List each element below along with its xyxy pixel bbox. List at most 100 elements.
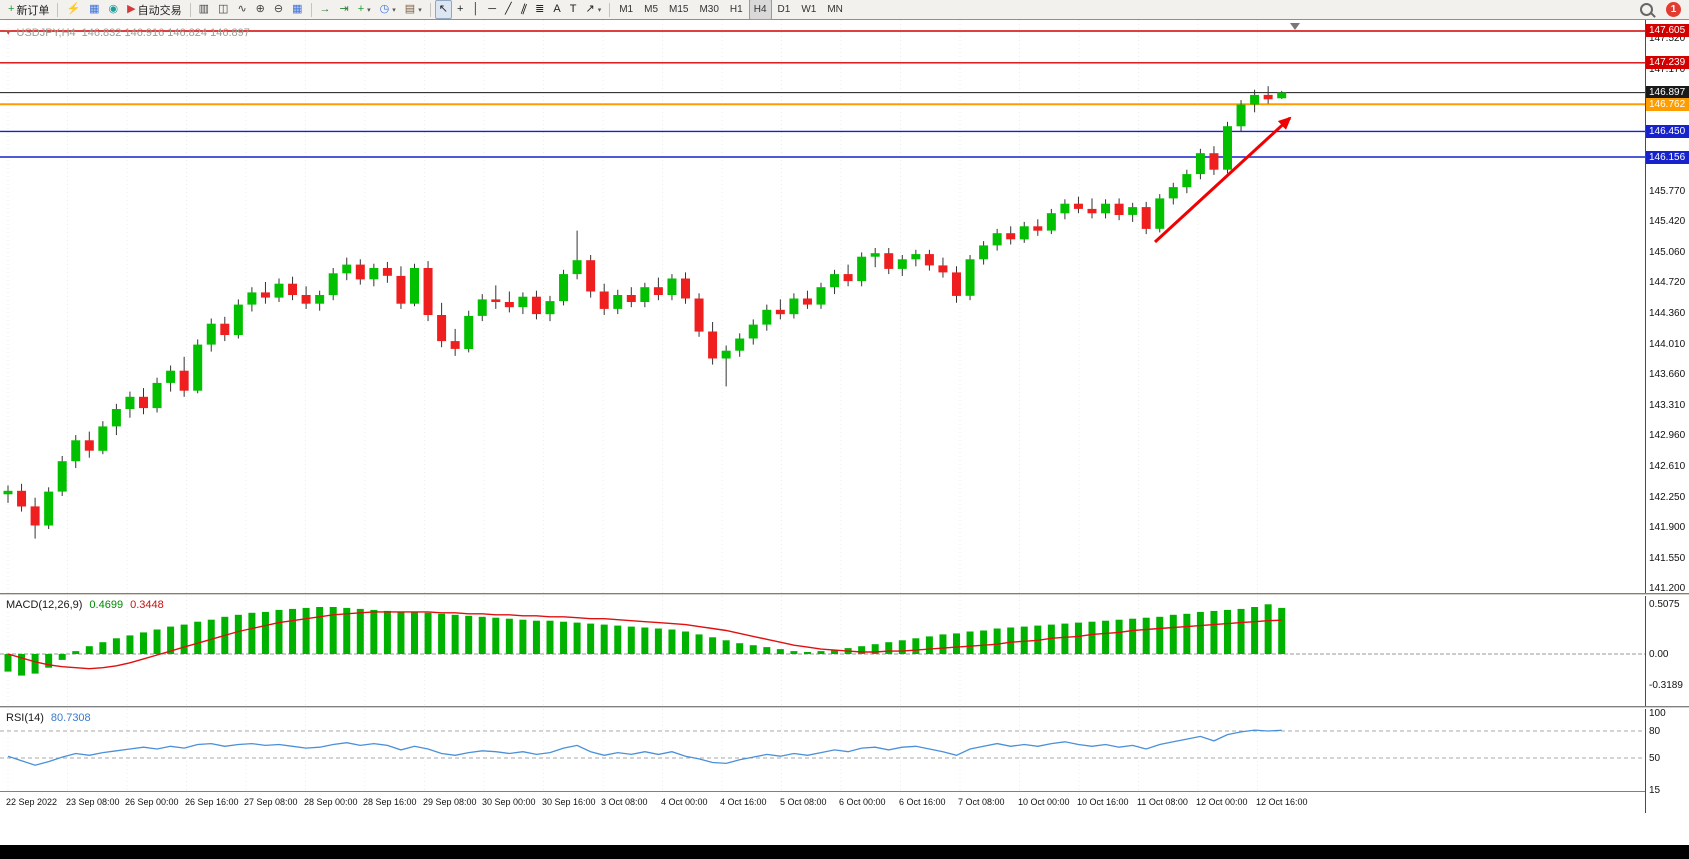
timeframe-h4-button[interactable]: H4 (748, 0, 772, 20)
price-chart[interactable]: ▾ USDJPY,H4 146.832 146.916 146.824 146.… (0, 20, 1645, 593)
time-tick-label: 10 Oct 00:00 (1018, 797, 1070, 807)
periods-button[interactable]: ◷ ▾ (376, 0, 400, 19)
autotrading-label: 自动交易 (137, 4, 182, 17)
data-window-button[interactable]: ▦ (85, 0, 103, 19)
zoom-in-button[interactable]: ⊕ (252, 0, 269, 19)
equidistant-channel-button[interactable]: ∥ (517, 0, 531, 19)
cursor-button[interactable]: ↖ (434, 0, 452, 19)
timeframe-d1-button[interactable]: D1 (777, 4, 791, 15)
symbol-period: USDJPY,H4 (16, 27, 76, 39)
macd-label: MACD(12,26,9) 0.4699 0.3448 (6, 599, 164, 611)
navigator-button[interactable]: ◉ (105, 0, 123, 19)
indicators-button[interactable]: + ▾ (354, 0, 375, 19)
new-order-button[interactable]: + 新订单 (4, 0, 53, 19)
indicators-dropdown-caret[interactable]: ▾ (367, 6, 371, 14)
trendline-icon: ╱ (505, 3, 512, 15)
toolbar-separator (429, 2, 431, 17)
timeframe-m15-button[interactable]: M15 (669, 4, 689, 15)
time-tick-label: 5 Oct 08:00 (780, 797, 827, 807)
time-tick-label: 10 Oct 16:00 (1077, 797, 1129, 807)
rsi-plot (0, 709, 1645, 791)
candlestick-chart-button[interactable]: ◫ (214, 0, 232, 19)
line-chart-button[interactable]: ∿ (233, 0, 250, 19)
vertical-line-button[interactable]: │ (468, 0, 483, 19)
new-order-icon: + (8, 3, 15, 15)
price-tick: 142.610 (1649, 461, 1686, 472)
text-icon: A (553, 3, 561, 15)
fibonacci-icon: ≣ (535, 3, 545, 15)
timeframe-mn-button[interactable]: MN (827, 4, 843, 15)
macd-scale-tick: 0.5075 (1649, 599, 1680, 610)
time-tick-label: 4 Oct 00:00 (661, 797, 708, 807)
templates-icon: ▤ (404, 3, 416, 15)
zoom-out-button[interactable]: ⊖ (270, 0, 287, 19)
price-tick: 144.720 (1649, 277, 1686, 288)
arrows-dropdown-caret[interactable]: ▾ (597, 6, 602, 14)
text-label-icon: T (569, 3, 577, 15)
vertical-line-icon: │ (472, 3, 480, 15)
time-tick-label: 30 Sep 16:00 (542, 797, 596, 807)
bar-chart-icon: ▥ (198, 3, 210, 15)
indicators-icon: + (357, 3, 365, 15)
profiles-icon: ⚡ (66, 3, 81, 15)
macd-signal-value: 0.3448 (130, 599, 164, 611)
panel-separator[interactable] (0, 593, 1689, 596)
zoom-in-icon: ⊕ (255, 3, 265, 15)
rsi-panel[interactable]: RSI(14) 80.7308 (0, 709, 1645, 791)
price-tick: 142.960 (1649, 430, 1686, 441)
crosshair-button[interactable]: + (453, 0, 467, 19)
horizontal-line-button[interactable]: ─ (484, 0, 500, 19)
macd-plot (0, 596, 1645, 706)
text-button[interactable]: A (549, 0, 564, 19)
price-tick: 142.250 (1649, 492, 1686, 503)
arrows-button[interactable]: ↗ ▾ (581, 0, 605, 19)
notification-badge[interactable]: 1 (1666, 2, 1681, 17)
auto-scroll-button[interactable]: → (316, 0, 335, 19)
timeframe-w1-button[interactable]: W1 (801, 4, 817, 15)
panel-separator[interactable] (0, 706, 1689, 709)
chart-shift-icon: ⇥ (339, 3, 349, 15)
bottom-bar (0, 845, 1689, 859)
arrows-icon: ↗ (585, 3, 595, 15)
timeframe-h1-button[interactable]: H1 (729, 4, 743, 15)
toolbar-separator (310, 2, 312, 17)
autotrading-icon: ▶ (127, 3, 136, 15)
bar-chart-button[interactable]: ▥ (195, 0, 213, 19)
level-price-box: 146.156 (1646, 151, 1689, 164)
time-tick-label: 26 Sep 00:00 (125, 797, 179, 807)
toolbar-separator (609, 2, 611, 17)
macd-panel[interactable]: MACD(12,26,9) 0.4699 0.3448 (0, 596, 1645, 706)
tile-windows-button[interactable]: ▦ (288, 0, 306, 19)
timeframe-m1-button[interactable]: M1 (619, 4, 634, 15)
templates-dropdown-caret[interactable]: ▾ (418, 6, 422, 14)
time-tick-label: 28 Sep 00:00 (304, 797, 358, 807)
autotrading-button[interactable]: ▶ 自动交易 (123, 0, 185, 19)
periods-dropdown-caret[interactable]: ▾ (392, 6, 396, 14)
text-label-button[interactable]: T (566, 0, 581, 19)
time-tick-label: 29 Sep 08:00 (423, 797, 477, 807)
trendline-button[interactable]: ╱ (501, 0, 516, 19)
time-tick-label: 6 Oct 00:00 (839, 797, 886, 807)
time-tick-label: 7 Oct 08:00 (958, 797, 1005, 807)
price-tick: 145.420 (1649, 216, 1686, 227)
price-scale[interactable]: 147.520147.170146.820146.470146.120145.7… (1645, 20, 1689, 813)
chart-shift-button[interactable]: ⇥ (336, 0, 353, 19)
search-icon[interactable] (1640, 3, 1653, 16)
symbol-marker-icon: ▾ (6, 27, 11, 37)
templates-button[interactable]: ▤ ▾ (401, 0, 426, 19)
timeframe-m5-button[interactable]: M5 (644, 4, 659, 15)
macd-main-value: 0.4699 (89, 599, 124, 611)
time-tick-label: 23 Sep 08:00 (66, 797, 120, 807)
profiles-button[interactable]: ⚡ (62, 0, 84, 19)
time-tick-label: 30 Sep 00:00 (482, 797, 536, 807)
time-axis[interactable]: 22 Sep 2022 23 Sep 08:00 26 Sep 00:00 26 Se… (0, 791, 1645, 813)
time-tick-label: 27 Sep 08:00 (244, 797, 298, 807)
timeframe-m30-button[interactable]: M30 (699, 4, 719, 15)
cursor-icon: ↖ (438, 3, 448, 15)
candlestick-chart-icon: ◫ (218, 3, 229, 15)
new-order-label: 新订单 (16, 4, 50, 17)
line-chart-icon: ∿ (237, 3, 247, 15)
price-tick: 143.660 (1649, 369, 1686, 380)
fibonacci-button[interactable]: ≣ (531, 0, 548, 19)
rsi-scale-tick: 80 (1649, 726, 1661, 737)
